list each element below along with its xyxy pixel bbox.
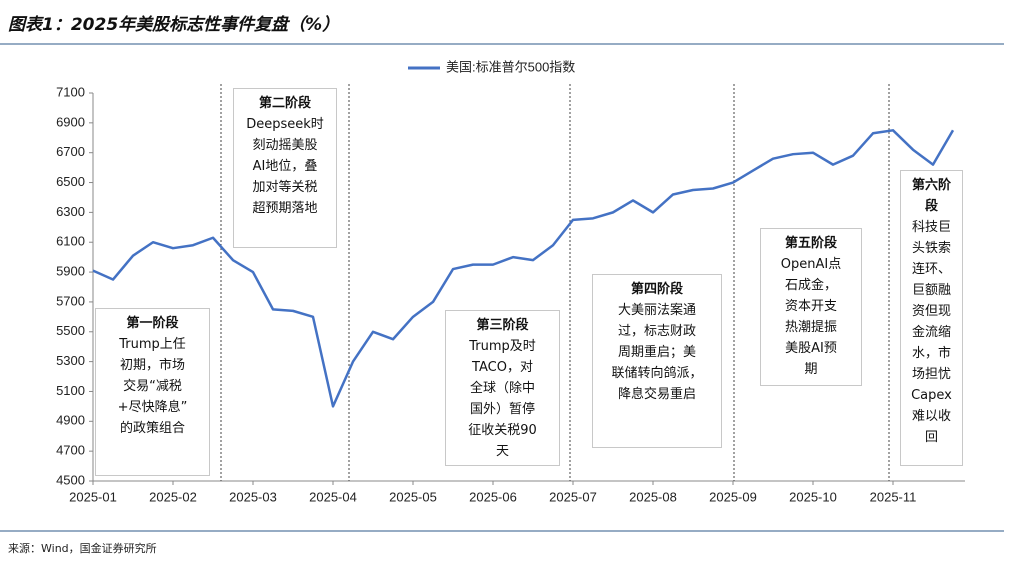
chart-title: 图表1：2025年美股标志性事件复盘（%） <box>8 15 340 35</box>
annotation-title: 第一阶段 <box>126 316 179 331</box>
annotation-text: 天 <box>495 444 509 459</box>
annotation-text: Trump及时 <box>469 339 536 354</box>
annotation-title: 第四阶段 <box>630 282 683 297</box>
annotation-text: 周期重启；美 <box>617 345 696 360</box>
y-tick-label: 6900 <box>56 114 85 129</box>
x-tick-label: 2025-11 <box>870 489 917 504</box>
annotation-text: 超预期落地 <box>252 201 318 216</box>
x-tick-label: 2025-09 <box>709 489 757 504</box>
y-tick-label: 6500 <box>56 174 85 189</box>
y-tick-label: 4700 <box>56 443 85 458</box>
annotation-text: 巨额融 <box>911 283 951 298</box>
legend-label: 美国:标准普尔500指数 <box>446 59 575 74</box>
annotation-text: 资本开支 <box>784 299 837 314</box>
y-tick-label: 5900 <box>56 264 85 279</box>
annotation-text: 降息交易重启 <box>617 387 696 402</box>
annotation-text: 美股AI预 <box>785 341 837 356</box>
annotation-text: 过，标志财政 <box>617 324 696 339</box>
x-tick-label: 2025-05 <box>389 489 437 504</box>
annotation-text: 资但现 <box>911 304 951 319</box>
annotation-box: 第三阶段 Trump及时 TACO，对 全球（除中国外）暂停征收关税90 天 <box>445 310 560 466</box>
annotation-text: Capex <box>911 388 952 403</box>
y-tick-label: 6300 <box>56 204 85 219</box>
x-tick-label: 2025-08 <box>629 489 677 504</box>
annotation-title: 第三阶段 <box>476 318 529 333</box>
x-tick-label: 2025-07 <box>549 489 597 504</box>
y-tick-label: 4900 <box>56 413 85 428</box>
y-tick-label: 5500 <box>56 323 85 338</box>
annotation-title: 第六阶 <box>911 178 951 193</box>
annotation-box: 第一阶段 Trump上任 初期，市场交易“减税 +尽快降息” 的政策组合 <box>95 308 210 476</box>
annotation-text: 热潮提振 <box>784 320 837 335</box>
annotation-text: 水，市 <box>911 346 951 361</box>
annotation-text: 场担忧 <box>911 367 951 382</box>
annotation-box: 第五阶段 OpenAI点 石成金， 资本开支热潮提振美股AI预期 <box>760 228 862 386</box>
series-line <box>92 129 955 408</box>
annotation-text: 连环、 <box>911 262 951 277</box>
y-tick-label: 4500 <box>56 472 85 487</box>
y-tick-label: 5300 <box>56 353 85 368</box>
x-tick-label: 2025-10 <box>789 489 837 504</box>
annotation-text: 国外）暂停 <box>469 402 535 417</box>
annotation-text: Deepseek时 <box>246 117 324 132</box>
annotation-text: 石成金， <box>784 278 837 293</box>
x-tick-label: 2025-06 <box>469 489 517 504</box>
annotation-title: 第五阶段 <box>784 236 837 251</box>
x-tick-label: 2025-02 <box>149 489 197 504</box>
x-tick-label: 2025-03 <box>229 489 277 504</box>
annotation-text: AI地位，叠 <box>252 159 318 174</box>
annotation-text: 全球（除中 <box>469 381 535 396</box>
y-tick-label: 7100 <box>56 84 85 99</box>
annotation-text: 加对等关税 <box>252 180 318 195</box>
annotation-text: 科技巨 <box>911 220 951 235</box>
annotation-text: 刻动摇美股 <box>252 138 318 153</box>
annotation-box: 第六阶段科技巨头铁索连环、巨额融资但现金流缩水，市场担忧 Capex 难以收回 <box>900 170 963 466</box>
annotation-text: 难以收 <box>911 409 951 424</box>
annotation-text: 头铁索 <box>911 241 951 256</box>
x-tick-label: 2025-04 <box>309 489 357 504</box>
annotation-text: Trump上任 <box>119 337 186 352</box>
annotation-text: 联储转向鸽派， <box>611 366 703 381</box>
annotation-text: 期 <box>804 362 818 377</box>
y-tick-label: 5100 <box>56 383 85 398</box>
annotation-text: 的政策组合 <box>119 421 185 436</box>
annotation-text: 征收关税90 <box>468 423 537 438</box>
x-tick-label: 2025-01 <box>69 489 117 504</box>
annotation-title: 段 <box>924 199 938 214</box>
y-tick-label: 5700 <box>56 293 85 308</box>
y-tick-label: 6100 <box>56 234 85 249</box>
annotation-box: 第四阶段大美丽法案通 过，标志财政 周期重启；美 联储转向鸽派， 降息交易重启 <box>592 274 722 448</box>
y-tick-label: 6700 <box>56 144 85 159</box>
annotation-text: 初期，市场 <box>119 358 185 373</box>
annotation-text: 金流缩 <box>911 325 951 340</box>
annotation-text: +尽快降息” <box>117 400 188 415</box>
annotation-text: 回 <box>924 430 938 445</box>
source: 来源：Wind，国金证券研究所 <box>8 542 157 555</box>
annotation-title: 第二阶段 <box>258 96 311 111</box>
annotation-text: 交易“减税 <box>123 379 182 394</box>
annotation-text: 大美丽法案通 <box>617 303 696 318</box>
annotation-box: 第二阶段 Deepseek时 刻动摇美股 AI地位，叠 加对等关税超预期落地 <box>233 88 337 248</box>
annotation-text: TACO，对 <box>472 360 533 375</box>
annotation-text: OpenAI点 <box>780 257 842 272</box>
